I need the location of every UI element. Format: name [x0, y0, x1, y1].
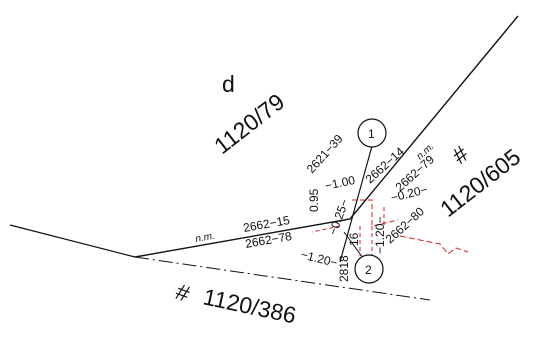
boundary-main	[134, 15, 519, 258]
parcel-hash-right: #	[447, 140, 473, 168]
parcel-letter: d	[222, 71, 235, 97]
code-2621-39: 2621−39	[304, 131, 346, 176]
note-nm-left: n.m.	[195, 231, 216, 245]
red-subdivision	[311, 199, 469, 256]
measure-0-95: 0.95	[307, 188, 321, 212]
line-p1-p2	[339, 145, 373, 263]
point-2-circle	[354, 254, 384, 284]
parcel-1120-79: 1120/79	[209, 88, 289, 159]
measure-1-20-right: −1.20−	[373, 217, 387, 254]
point-1-circle	[357, 118, 387, 148]
code-2818: 2818	[337, 255, 351, 282]
measure-16: 16	[347, 232, 361, 246]
boundary-dashdot	[134, 256, 431, 301]
measure-0-25: −0.25−	[326, 197, 352, 237]
measure-1-20-left: −1.20−	[299, 247, 339, 270]
parcel-hash-bottom: #	[172, 278, 193, 307]
boundary-left	[9, 224, 136, 258]
measure-1-00: −1.00	[324, 173, 357, 193]
parcel-1120-386: 1120/386	[201, 283, 299, 328]
parcel-1120-605: 1120/605	[435, 143, 525, 222]
point-2-label: 2	[365, 263, 372, 277]
point-1-label: 1	[368, 127, 375, 141]
